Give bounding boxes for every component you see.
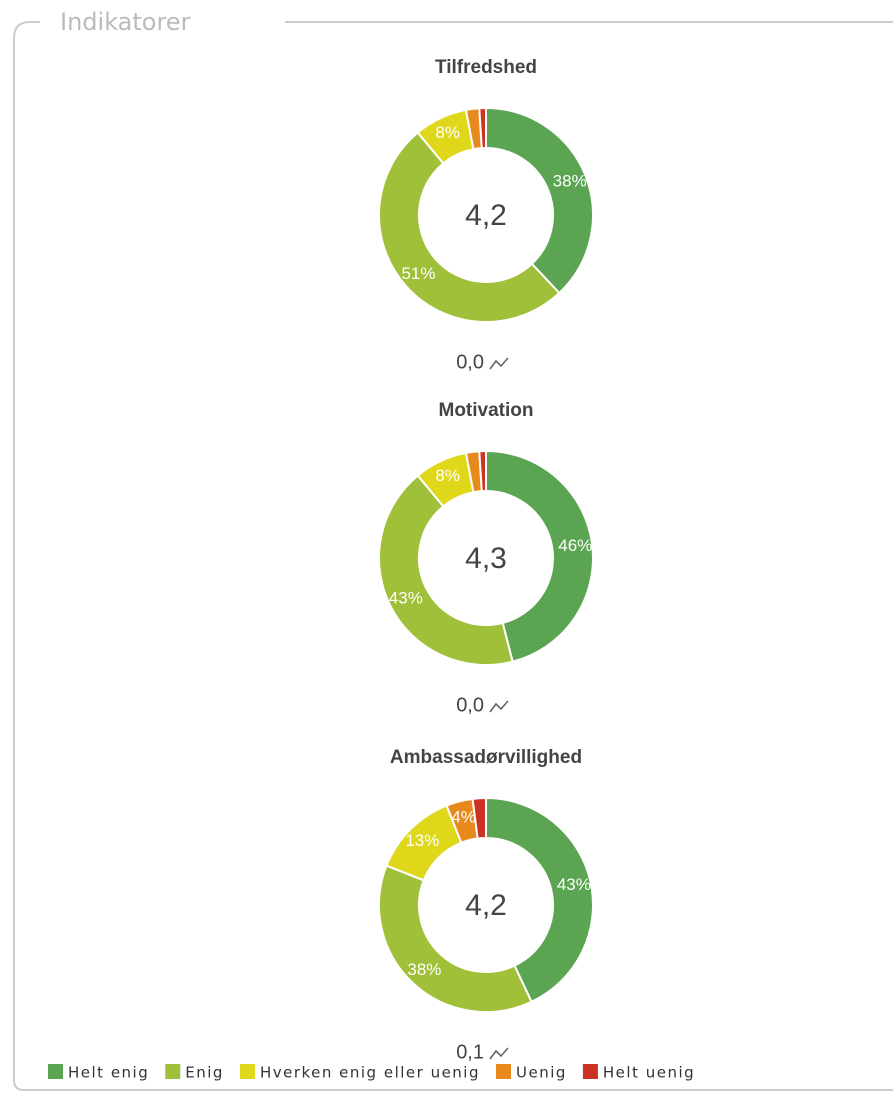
segment-label: 38% xyxy=(553,171,587,190)
segment-label: 38% xyxy=(407,960,441,979)
trend-icon xyxy=(489,700,509,713)
chart-title: Motivation xyxy=(439,400,534,421)
legend-label: Uenig xyxy=(516,1064,567,1082)
trend-value: 0,1 xyxy=(456,1041,484,1063)
donut-segment xyxy=(485,796,594,1004)
legend-swatch xyxy=(165,1064,181,1079)
center-value: 4,2 xyxy=(465,889,507,922)
legend-swatch xyxy=(582,1064,598,1079)
segment-label: 43% xyxy=(389,588,423,607)
chart-title: Ambassadørvillighed xyxy=(390,747,582,768)
legend-swatch xyxy=(48,1064,63,1079)
panel-title: Indikatorer xyxy=(60,8,191,36)
donut-segment xyxy=(478,106,487,150)
trend-value: 0,0 xyxy=(456,694,484,716)
segment-label: 8% xyxy=(435,466,460,485)
segment-label: 46% xyxy=(558,536,592,555)
trend-value: 0,0 xyxy=(456,351,484,373)
trend-icon xyxy=(489,1047,509,1060)
segment-label: 8% xyxy=(435,123,460,142)
donut-segment xyxy=(471,796,487,840)
chart-title: Tilfredshed xyxy=(435,57,537,78)
segment-label: 43% xyxy=(557,875,591,894)
segment-label: 51% xyxy=(401,264,435,283)
segment-label: 4% xyxy=(451,807,476,826)
legend-label: Helt uenig xyxy=(603,1064,695,1082)
panel-border xyxy=(13,21,893,1091)
donut-segment xyxy=(485,449,594,663)
legend-label: Hverken enig eller uenig xyxy=(260,1064,480,1082)
legend-swatch xyxy=(496,1064,511,1079)
center-value: 4,3 xyxy=(465,542,507,575)
donut-segment xyxy=(378,131,561,323)
segment-label: 13% xyxy=(405,831,439,850)
legend-label: Helt enig xyxy=(68,1064,149,1082)
donut-segment xyxy=(485,106,594,295)
trend-icon xyxy=(489,357,509,370)
legend-label: Enig xyxy=(185,1064,224,1082)
center-value: 4,2 xyxy=(465,199,507,232)
donut-segment xyxy=(378,474,514,666)
donut-segment xyxy=(378,864,533,1013)
donut-segment xyxy=(478,449,487,493)
legend-swatch xyxy=(239,1064,255,1079)
